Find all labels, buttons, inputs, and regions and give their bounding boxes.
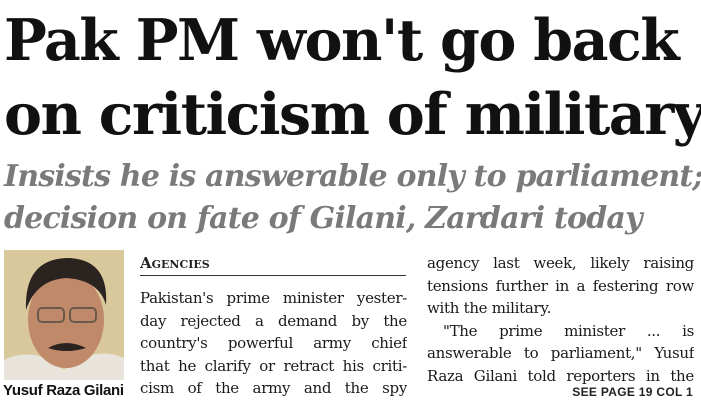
text-line: country's powerful army chief [140, 334, 407, 352]
text-line: agency last week, likely raising [427, 254, 694, 272]
article-column-1: Pakistan's prime minister yester- day re… [140, 287, 407, 400]
text-line: "The prime minister ... is [443, 321, 694, 340]
text-line: that he clarify or retract his criti- [140, 356, 407, 375]
text-line: Raza Gilani told reporters in the [427, 366, 694, 385]
text-line: answerable to parliament," Yusuf [427, 344, 694, 362]
text-line: cism of the army and the spy [140, 379, 407, 397]
byline-rule [140, 275, 406, 276]
subheadline-line-1: Insists he is answerable only to parliam… [4, 159, 701, 194]
text-line: tensions further in a festering row [427, 276, 694, 295]
article-column-2: agency last week, likely raising tension… [427, 252, 694, 387]
headline-line-2: on criticism of military [4, 81, 701, 148]
text-line: day rejected a demand by the [140, 311, 407, 330]
byline: Agencies [140, 254, 210, 272]
subheadline-line-2: decision on fate of Gilani, Zardari toda… [4, 201, 643, 236]
photo-caption: Yusuf Raza Gilani [3, 382, 124, 399]
text-line: with the military. [427, 299, 552, 317]
continued-jump-link: SEE PAGE 19 COL 1 [572, 385, 693, 399]
text-line: Pakistan's prime minister yester- [140, 289, 407, 307]
portrait-photo [4, 250, 124, 380]
headline-line-1: Pak PM won't go back [4, 7, 680, 74]
